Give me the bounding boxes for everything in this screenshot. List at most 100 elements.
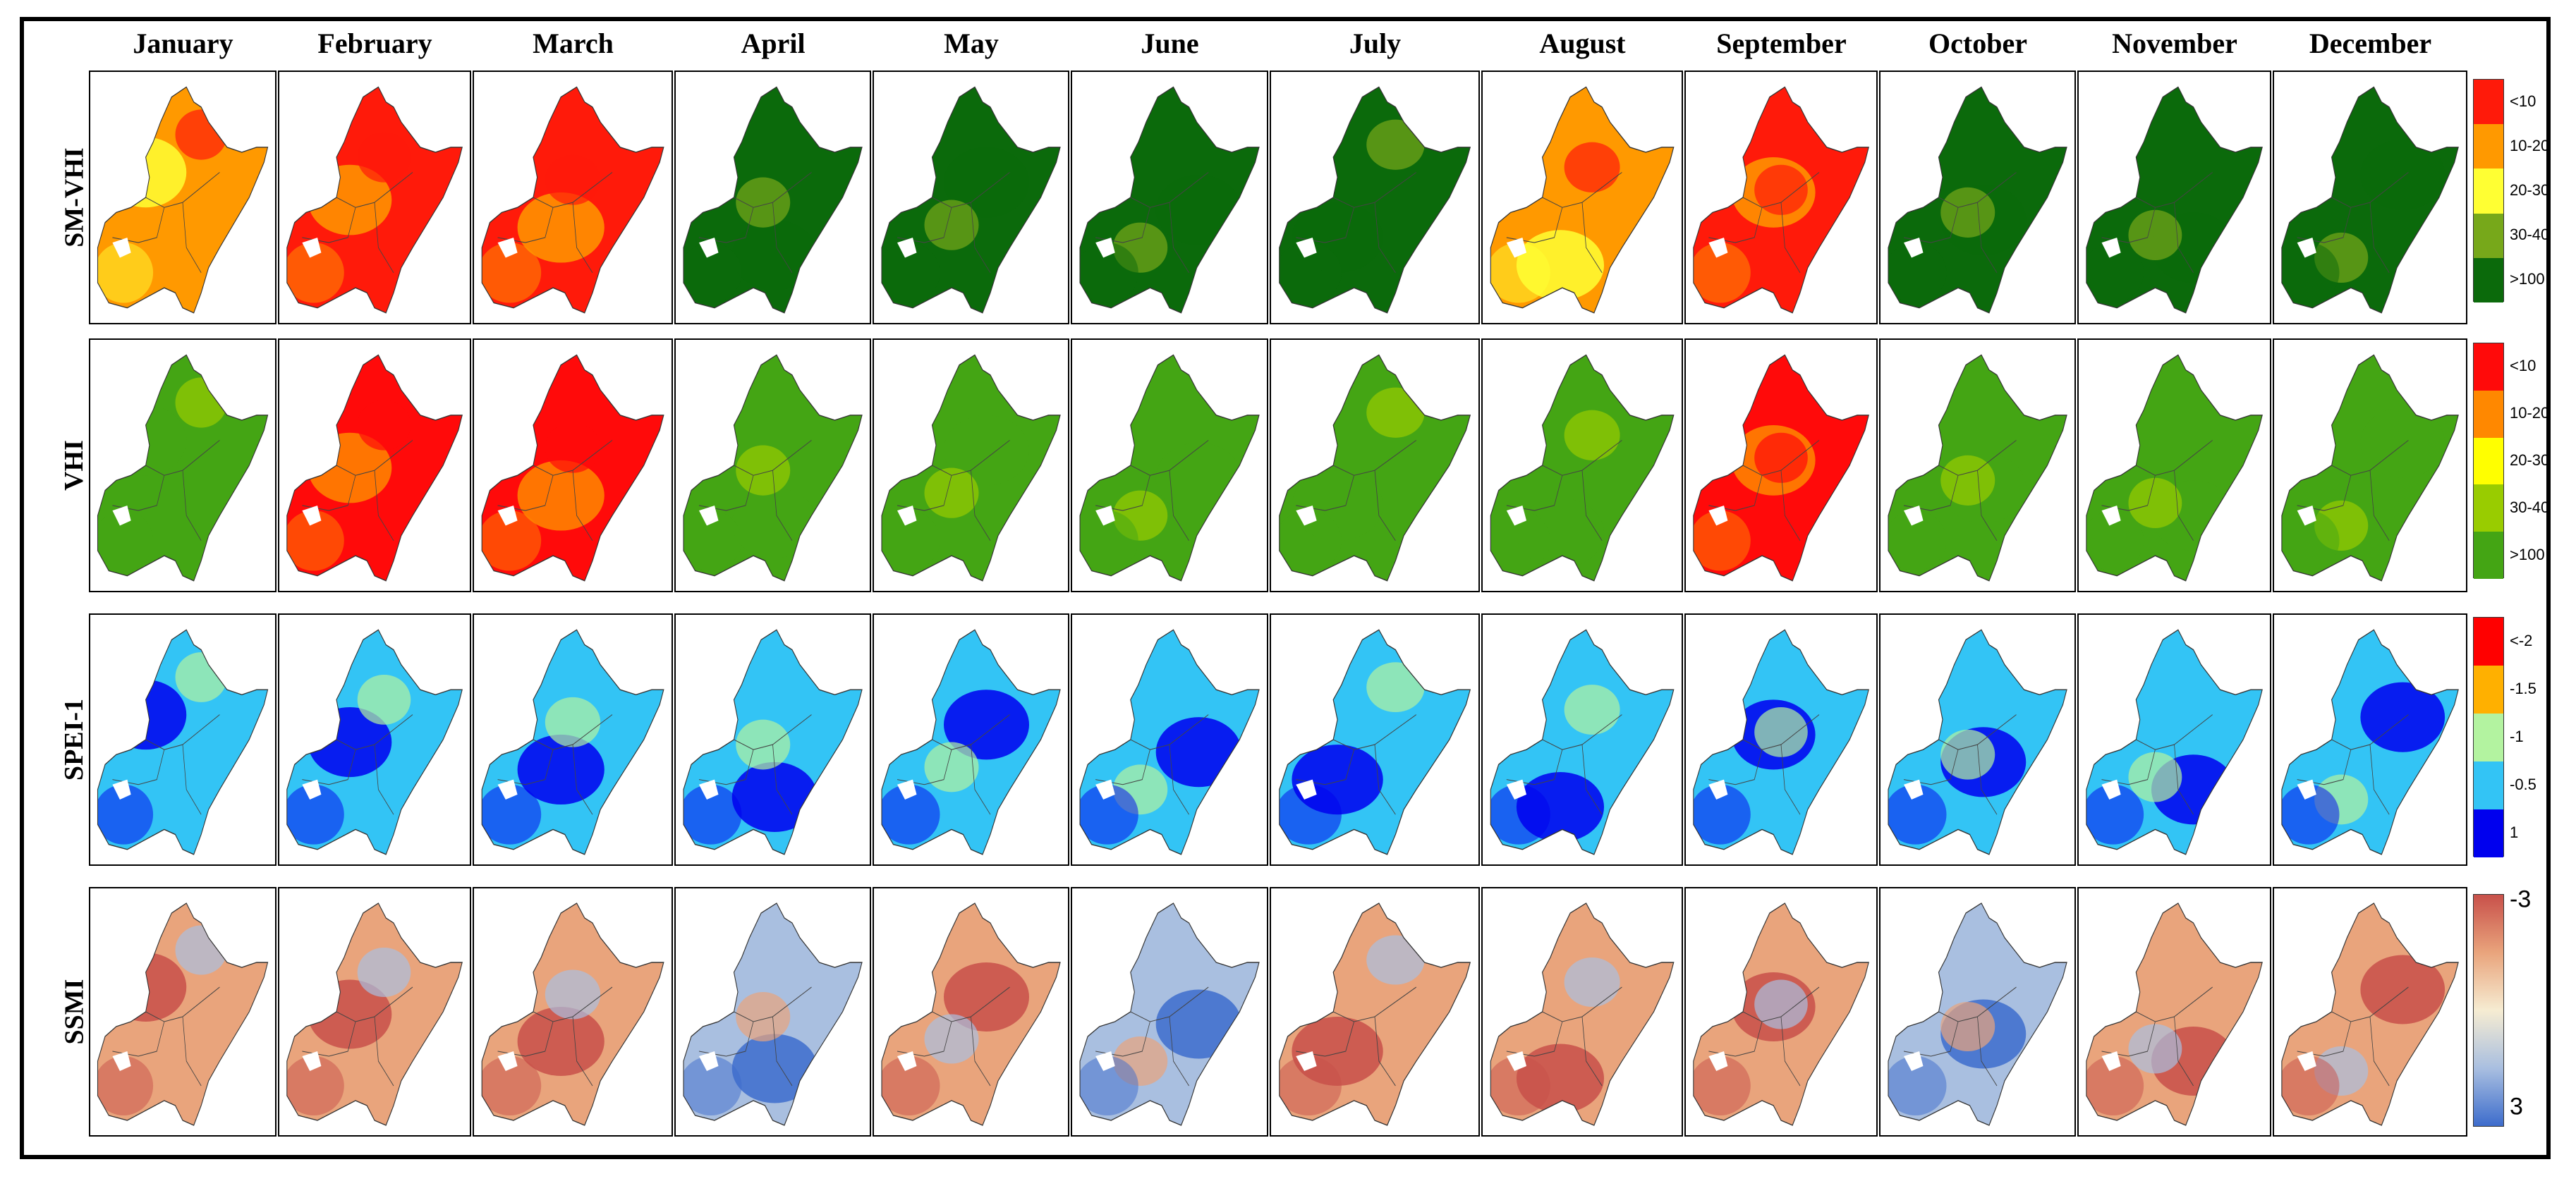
row-label-text: SM-VHI bbox=[59, 147, 90, 247]
map-cell-ssmi-august bbox=[1481, 887, 1683, 1137]
map-cell-spei-1-december bbox=[2273, 613, 2467, 866]
region-map bbox=[2281, 86, 2459, 314]
legend-swatch bbox=[2474, 124, 2503, 169]
map-cell-spei-1-october bbox=[1879, 613, 2076, 866]
region-map bbox=[1079, 86, 1260, 314]
legend-sm-vhi bbox=[2473, 79, 2504, 302]
month-header-june: June bbox=[1141, 27, 1199, 59]
legend-label: 30-40 bbox=[2510, 498, 2550, 516]
map-cell-sm-vhi-april bbox=[674, 71, 871, 324]
map-cell-ssmi-february bbox=[278, 887, 471, 1137]
legend-swatch bbox=[2474, 257, 2503, 302]
map-cell-spei-1-may bbox=[873, 613, 1069, 866]
map-cell-vhi-september bbox=[1684, 338, 1878, 592]
map-cell-ssmi-may bbox=[873, 887, 1069, 1137]
region-map bbox=[481, 902, 664, 1126]
legend-label: >100 bbox=[2510, 545, 2545, 563]
legend-swatch bbox=[2474, 169, 2503, 214]
region-map bbox=[2281, 629, 2459, 855]
region-map bbox=[1079, 629, 1260, 855]
region-map bbox=[286, 354, 463, 582]
legend-swatch bbox=[2474, 343, 2503, 391]
region-map bbox=[97, 354, 269, 582]
map-cell-spei-1-june bbox=[1071, 613, 1268, 866]
legend-swatch bbox=[2474, 761, 2503, 809]
legend-swatch bbox=[2474, 809, 2503, 857]
map-cell-vhi-july bbox=[1270, 338, 1480, 592]
figure-frame bbox=[20, 17, 2551, 1159]
month-header-september: September bbox=[1716, 27, 1847, 59]
month-header-november: November bbox=[2112, 27, 2237, 59]
legend-swatch bbox=[2474, 80, 2503, 125]
legend-label: 30-40 bbox=[2510, 226, 2550, 244]
region-map bbox=[1279, 629, 1471, 855]
region-map bbox=[881, 354, 1061, 582]
legend-swatch bbox=[2474, 714, 2503, 761]
map-cell-spei-1-november bbox=[2077, 613, 2271, 866]
legend-label: 10-20 bbox=[2510, 404, 2550, 422]
map-cell-vhi-january bbox=[89, 338, 277, 592]
region-map bbox=[481, 354, 664, 582]
region-map bbox=[683, 629, 863, 855]
region-map bbox=[2086, 86, 2263, 314]
region-map bbox=[881, 86, 1061, 314]
legend-swatch bbox=[2474, 618, 2503, 666]
region-map bbox=[2281, 354, 2459, 582]
region-map bbox=[1693, 902, 1869, 1126]
map-cell-vhi-october bbox=[1879, 338, 2076, 592]
month-header-october: October bbox=[1928, 27, 2027, 59]
legend-swatch bbox=[2474, 437, 2503, 485]
region-map bbox=[2086, 629, 2263, 855]
legend-label-max: 3 bbox=[2510, 1093, 2523, 1120]
map-cell-sm-vhi-november bbox=[2077, 71, 2271, 324]
map-cell-vhi-november bbox=[2077, 338, 2271, 592]
region-map bbox=[97, 902, 269, 1126]
month-header-january: January bbox=[133, 27, 233, 59]
month-header-april: April bbox=[741, 27, 806, 59]
map-cell-sm-vhi-march bbox=[473, 71, 673, 324]
legend-label: 10-20 bbox=[2510, 136, 2550, 154]
region-map bbox=[2086, 902, 2263, 1126]
legend-vhi bbox=[2473, 343, 2504, 579]
map-cell-spei-1-august bbox=[1481, 613, 1683, 866]
legend-label: -1.5 bbox=[2510, 680, 2536, 697]
region-map bbox=[1279, 86, 1471, 314]
month-header-may: May bbox=[944, 27, 999, 59]
region-map bbox=[97, 629, 269, 855]
region-map bbox=[1693, 629, 1869, 855]
map-cell-ssmi-april bbox=[674, 887, 871, 1137]
region-map bbox=[481, 86, 664, 314]
region-map bbox=[881, 629, 1061, 855]
map-cell-sm-vhi-september bbox=[1684, 71, 1878, 324]
month-header-february: February bbox=[317, 27, 432, 59]
region-map bbox=[1888, 86, 2067, 314]
legend-swatch bbox=[2474, 390, 2503, 438]
map-cell-sm-vhi-october bbox=[1879, 71, 2076, 324]
map-cell-spei-1-february bbox=[278, 613, 471, 866]
row-label-text: SPEI-1 bbox=[59, 698, 90, 781]
map-cell-ssmi-december bbox=[2273, 887, 2467, 1137]
map-cell-vhi-august bbox=[1481, 338, 1683, 592]
legend-label: 20-30 bbox=[2510, 181, 2550, 199]
map-cell-vhi-may bbox=[873, 338, 1069, 592]
legend-spei-1 bbox=[2473, 617, 2504, 857]
legend-label: 20-30 bbox=[2510, 451, 2550, 469]
legend-label: <10 bbox=[2510, 357, 2536, 375]
map-cell-spei-1-september bbox=[1684, 613, 1878, 866]
map-cell-vhi-december bbox=[2273, 338, 2467, 592]
map-cell-vhi-march bbox=[473, 338, 673, 592]
legend-swatch bbox=[2474, 484, 2503, 532]
map-cell-sm-vhi-december bbox=[2273, 71, 2467, 324]
map-cell-sm-vhi-august bbox=[1481, 71, 1683, 324]
legend-label: -1 bbox=[2510, 728, 2524, 745]
map-cell-ssmi-november bbox=[2077, 887, 2271, 1137]
map-cell-sm-vhi-january bbox=[89, 71, 277, 324]
region-map bbox=[1888, 902, 2067, 1126]
month-header-august: August bbox=[1539, 27, 1626, 59]
region-map bbox=[1490, 902, 1675, 1126]
region-map bbox=[481, 629, 664, 855]
map-cell-sm-vhi-may bbox=[873, 71, 1069, 324]
month-header-december: December bbox=[2309, 27, 2432, 59]
region-map bbox=[1279, 902, 1471, 1126]
month-header-march: March bbox=[533, 27, 614, 59]
